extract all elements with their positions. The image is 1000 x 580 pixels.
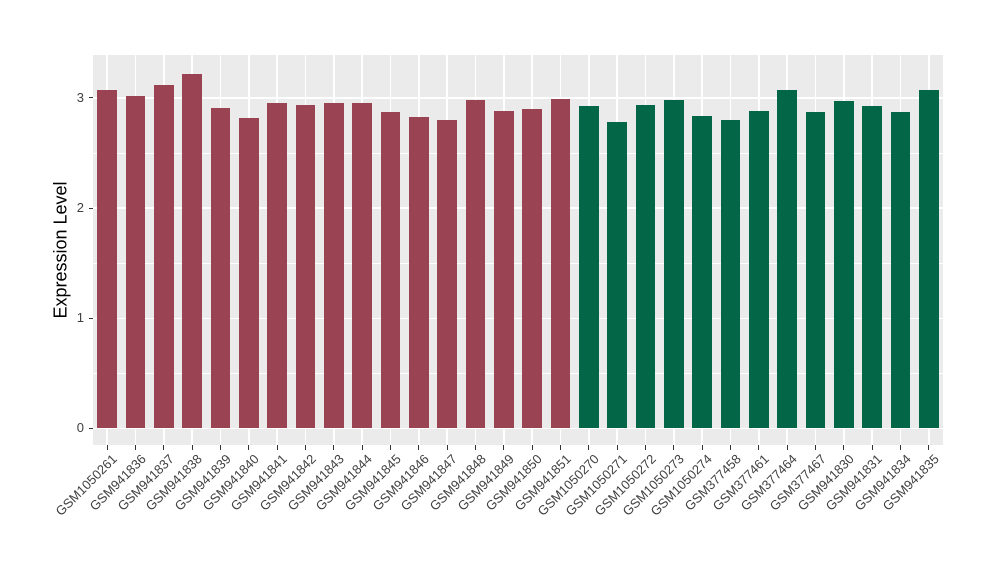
bar <box>578 105 599 429</box>
x-tick <box>248 445 250 450</box>
bar <box>238 117 259 429</box>
h-gridline-minor <box>93 262 943 264</box>
x-tick <box>106 445 108 450</box>
bar <box>607 122 628 429</box>
x-tick <box>588 445 590 450</box>
x-tick <box>645 445 646 450</box>
bar <box>692 115 713 429</box>
y-tick <box>88 317 93 319</box>
plot-panel <box>93 55 943 445</box>
bar <box>862 105 883 429</box>
bar <box>522 108 543 429</box>
y-tick-label: 2 <box>76 200 84 216</box>
h-gridline-major <box>93 427 943 430</box>
bar <box>437 120 458 429</box>
bar <box>777 90 798 429</box>
h-gridline-major <box>93 317 943 320</box>
h-gridline-minor <box>93 152 943 154</box>
x-tick <box>531 445 533 450</box>
bar <box>748 111 769 429</box>
x-tick <box>135 445 136 450</box>
bar <box>352 103 373 429</box>
bar <box>210 107 231 429</box>
x-tick <box>446 445 448 450</box>
bar <box>720 120 741 429</box>
x-tick <box>786 445 788 450</box>
bar <box>267 103 288 429</box>
h-gridline-major <box>93 207 943 209</box>
x-tick <box>871 445 873 450</box>
y-tick-label: 1 <box>76 310 84 326</box>
bar <box>182 73 203 429</box>
x-tick <box>815 445 816 450</box>
x-tick <box>333 445 335 450</box>
y-tick-label: 3 <box>76 89 84 105</box>
bar <box>833 101 854 429</box>
x-tick <box>843 445 845 450</box>
bar <box>550 99 571 429</box>
y-tick-label: 0 <box>76 420 84 436</box>
x-tick <box>503 445 505 450</box>
bar <box>97 90 118 429</box>
bar <box>493 111 514 429</box>
x-tick <box>673 445 675 450</box>
x-tick <box>220 445 221 450</box>
bar <box>323 103 344 429</box>
y-tick <box>88 207 93 209</box>
bar <box>408 116 429 429</box>
h-gridline-major <box>93 97 943 99</box>
bar <box>918 90 939 429</box>
x-tick <box>305 445 306 450</box>
x-tick <box>390 445 391 450</box>
x-tick <box>701 445 703 450</box>
h-gridline-minor <box>93 372 943 374</box>
x-tick <box>163 445 165 450</box>
y-tick <box>88 427 93 429</box>
x-tick <box>560 445 561 450</box>
x-tick <box>730 445 731 450</box>
x-tick <box>758 445 760 450</box>
x-tick <box>418 445 420 450</box>
bar <box>663 100 684 429</box>
x-tick <box>616 445 618 450</box>
bar <box>125 95 146 429</box>
x-tick <box>475 445 476 450</box>
x-tick <box>191 445 193 450</box>
bar <box>295 104 316 429</box>
bar <box>890 112 911 429</box>
bar <box>465 100 486 429</box>
bar <box>380 112 401 429</box>
bar <box>805 112 826 429</box>
x-tick <box>900 445 901 450</box>
x-tick <box>928 445 930 450</box>
x-tick <box>276 445 278 450</box>
bar <box>635 104 656 429</box>
bar <box>153 84 174 429</box>
x-tick <box>361 445 363 450</box>
y-tick <box>88 97 93 99</box>
